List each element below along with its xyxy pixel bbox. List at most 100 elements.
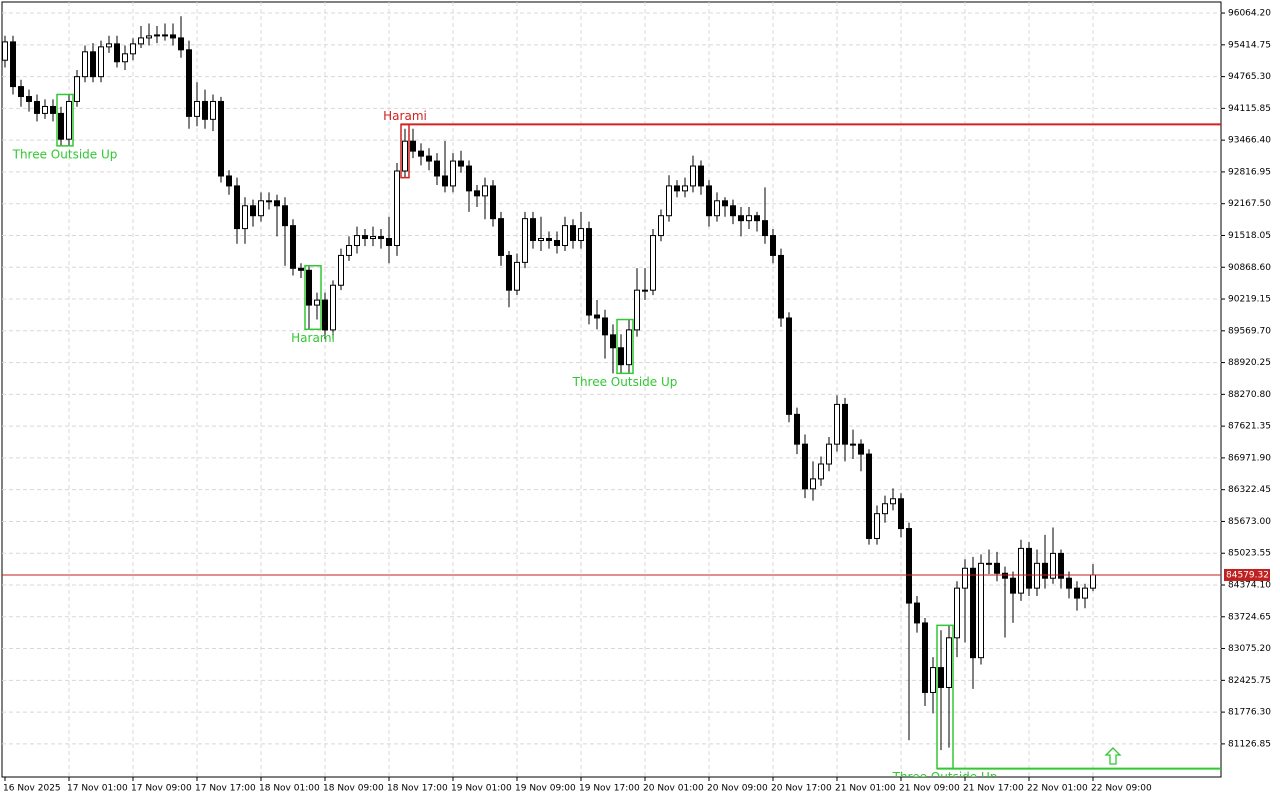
x-tick-label: 19 Nov 09:00 [515, 784, 576, 794]
candle-body [1018, 547, 1024, 594]
candle-body [690, 165, 696, 187]
y-tick-label: 96064.20 [1228, 9, 1271, 19]
candle-body [274, 200, 280, 207]
pattern-label: Harami [383, 109, 427, 123]
candle-body [2, 41, 8, 61]
candle-body [890, 498, 896, 505]
grid-layer [2, 2, 1221, 777]
candle-body [522, 218, 528, 263]
candle-body [370, 236, 376, 240]
x-tick-label: 17 Nov 01:00 [67, 784, 128, 794]
candle-body [170, 34, 176, 39]
y-tick-label: 88270.80 [1228, 390, 1271, 400]
candle-body [1034, 562, 1040, 589]
candle-body [658, 215, 664, 237]
candle-body [722, 200, 728, 207]
y-tick-label: 86971.90 [1228, 453, 1271, 463]
pattern-box [936, 624, 954, 770]
x-tick-label: 21 Nov 09:00 [899, 784, 960, 794]
candle-body [10, 41, 16, 88]
candle-body [1074, 587, 1080, 599]
candle-body [282, 205, 288, 227]
candle-body [754, 215, 760, 222]
candle-body [194, 100, 200, 117]
y-tick-label: 81126.85 [1228, 739, 1271, 749]
candle-body [410, 140, 416, 152]
pattern-box [56, 93, 74, 147]
candle-body [898, 498, 904, 530]
candle-body [1050, 552, 1056, 579]
x-tick-label: 22 Nov 09:00 [1091, 784, 1152, 794]
candle-body [650, 235, 656, 291]
candle-body [714, 200, 720, 217]
plot-frame [1, 1, 1222, 778]
x-tick-label: 18 Nov 01:00 [259, 784, 320, 794]
y-tick-label: 94115.85 [1228, 104, 1271, 114]
candle-body [226, 175, 232, 187]
candle-body [674, 185, 680, 192]
candle-body [1010, 577, 1016, 594]
candle-body [626, 329, 632, 366]
candle-body [698, 165, 704, 187]
candle-body [514, 261, 520, 291]
candle-body [242, 205, 248, 230]
candle-body [570, 225, 576, 242]
candle-body [74, 76, 80, 102]
pattern-box [304, 264, 322, 331]
candle-body [738, 215, 744, 222]
x-tick-label: 20 Nov 17:00 [771, 784, 832, 794]
y-tick-label: 93466.40 [1228, 136, 1271, 146]
candle-body [866, 453, 872, 539]
candle-body [386, 238, 392, 247]
candle-body [322, 299, 328, 331]
y-tick-label: 88920.25 [1228, 358, 1271, 368]
x-tick-label: 21 Nov 01:00 [835, 784, 896, 794]
y-tick-label: 94765.30 [1228, 72, 1271, 82]
candle-body [546, 238, 552, 242]
candle-body [770, 235, 776, 256]
candle-body [834, 403, 840, 445]
candle-body [978, 562, 984, 659]
candle-body [218, 100, 224, 177]
candle-body [98, 46, 104, 78]
candle-body [1066, 577, 1072, 589]
candle-body [882, 503, 888, 515]
y-tick-label: 89569.70 [1228, 326, 1271, 336]
candle-body [642, 289, 648, 292]
candle-body [938, 667, 944, 688]
candle-body [394, 170, 400, 247]
candle-body [874, 513, 880, 539]
candle-body [778, 254, 784, 319]
candle-body [682, 185, 688, 192]
candle-body [730, 205, 736, 217]
candle-body [50, 105, 56, 114]
candle-body [146, 35, 152, 39]
candle-body [482, 185, 488, 197]
candle-body [90, 51, 96, 78]
candle-body [26, 96, 32, 102]
candle-body [962, 567, 968, 589]
candle-body [914, 602, 920, 624]
candle-body [810, 478, 816, 490]
candle-body [1090, 574, 1096, 589]
candle-body [970, 567, 976, 659]
candle-body [82, 51, 88, 78]
candle-body [818, 463, 824, 480]
candle-body [210, 100, 216, 120]
pattern-label: Three Outside Up [572, 375, 678, 389]
axes-layer: 96064.20 95414.75 94765.30 94115.85 93466.40… [3, 9, 1271, 794]
candle-body [450, 160, 456, 187]
candle-body [354, 235, 360, 247]
pattern-label: Three Outside Up [892, 770, 998, 784]
y-tick-label: 83075.20 [1228, 644, 1271, 654]
candle-body [42, 105, 48, 114]
candle-body [378, 236, 384, 240]
candle-body [346, 245, 352, 256]
pattern-label: Three Outside Up [12, 147, 118, 161]
candle-body [18, 86, 24, 98]
x-tick-label: 20 Nov 09:00 [707, 784, 768, 794]
candle-body [34, 100, 40, 114]
y-tick-label: 86322.45 [1228, 485, 1271, 495]
candle-body [202, 100, 208, 120]
